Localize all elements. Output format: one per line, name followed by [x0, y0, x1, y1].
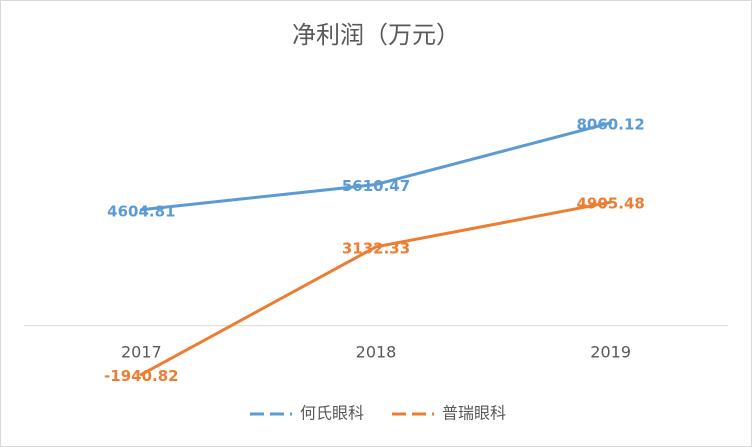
data-label: 5610.47: [342, 177, 410, 195]
series-line: [139, 121, 613, 212]
legend-label: 普瑞眼科: [442, 404, 506, 423]
x-tick-label: 2018: [356, 343, 397, 362]
data-label: -1940.82: [104, 367, 179, 385]
data-label: 4905.48: [577, 195, 645, 213]
series-line: [139, 200, 613, 377]
data-label: 8060.12: [577, 115, 645, 133]
data-label: 3132.33: [342, 239, 410, 257]
data-label: 4604.81: [107, 202, 175, 220]
x-tick-label: 2019: [590, 343, 631, 362]
legend-label: 何氏眼科: [300, 404, 364, 423]
chart-title: 净利润（万元）: [292, 21, 460, 49]
x-tick-label: 2017: [121, 343, 162, 362]
